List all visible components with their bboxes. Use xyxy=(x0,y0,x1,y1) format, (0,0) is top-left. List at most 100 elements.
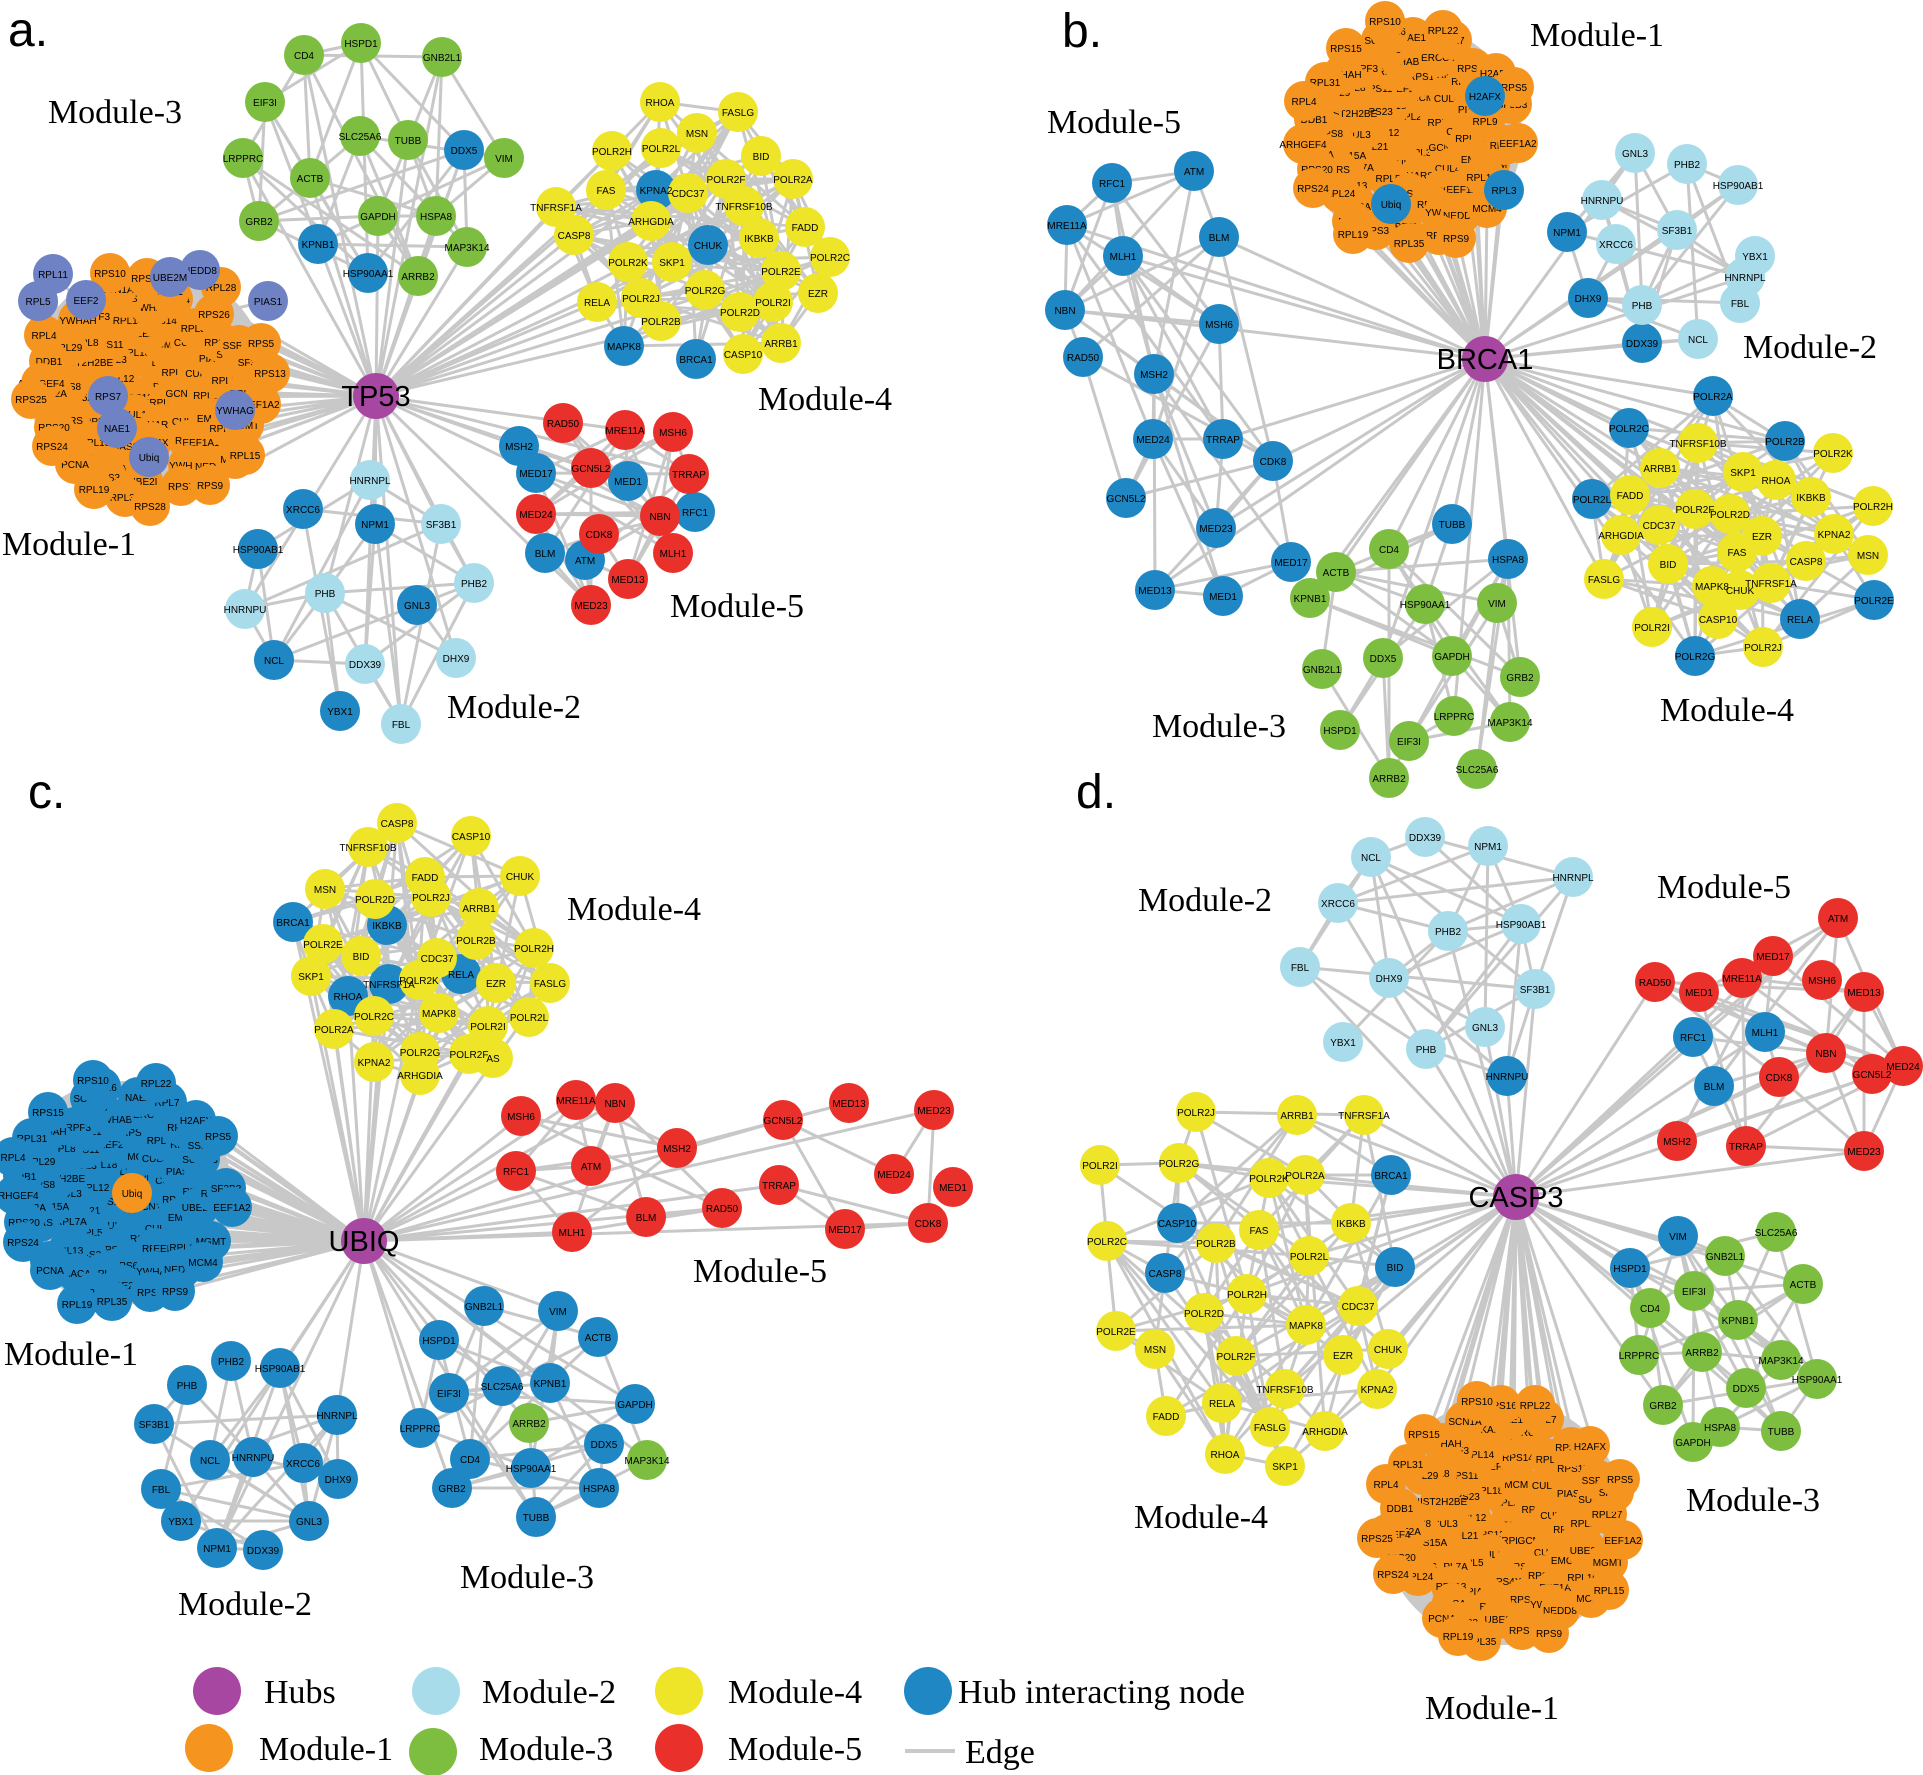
svg-text:GCN5L2: GCN5L2 xyxy=(764,1116,803,1127)
svg-text:MCM4: MCM4 xyxy=(188,1258,218,1269)
svg-text:MSH6: MSH6 xyxy=(507,1112,535,1123)
svg-text:CD4: CD4 xyxy=(294,51,314,62)
svg-text:RPL18: RPL18 xyxy=(120,348,151,359)
svg-text:HSP90AA1: HSP90AA1 xyxy=(506,1464,557,1475)
svg-text:RFC1: RFC1 xyxy=(1099,179,1126,190)
svg-text:RPL31: RPL31 xyxy=(1310,78,1341,89)
svg-text:ERCC4: ERCC4 xyxy=(133,1110,167,1121)
svg-text:Module-1: Module-1 xyxy=(1425,1690,1559,1727)
svg-text:POLR2E: POLR2E xyxy=(761,267,801,278)
svg-text:TARS: TARS xyxy=(1324,165,1350,176)
svg-text:Module-3: Module-3 xyxy=(1152,708,1286,745)
svg-text:Ubiq: Ubiq xyxy=(139,453,160,464)
svg-text:HNRNPL: HNRNPL xyxy=(349,476,391,487)
svg-text:CUL1: CUL1 xyxy=(1477,1550,1503,1561)
svg-text:KPNA2: KPNA2 xyxy=(358,1058,391,1069)
svg-text:MED1: MED1 xyxy=(1685,988,1713,999)
svg-text:EEF1A2: EEF1A2 xyxy=(242,400,280,411)
svg-text:NPM1: NPM1 xyxy=(361,520,389,531)
svg-text:GCN5L2: GCN5L2 xyxy=(1853,1070,1892,1081)
svg-text:Hub interacting node: Hub interacting node xyxy=(958,1674,1245,1711)
svg-text:RPS24: RPS24 xyxy=(1297,184,1329,195)
svg-text:MRE11A: MRE11A xyxy=(1722,974,1762,985)
svg-text:TP53: TP53 xyxy=(341,381,410,413)
svg-text:KPNA2: KPNA2 xyxy=(1818,530,1851,541)
svg-text:TNFRSF1A: TNFRSF1A xyxy=(1338,1111,1390,1122)
svg-text:YBX1: YBX1 xyxy=(327,707,353,718)
svg-text:HSP90AA1: HSP90AA1 xyxy=(1400,600,1451,611)
svg-text:EMG1: EMG1 xyxy=(1551,1556,1580,1567)
svg-text:SKP1: SKP1 xyxy=(1272,1462,1298,1473)
svg-text:HNRNPL: HNRNPL xyxy=(1724,273,1766,284)
svg-text:RPL4: RPL4 xyxy=(31,331,56,342)
svg-text:CHUK: CHUK xyxy=(506,872,535,883)
svg-text:MED17: MED17 xyxy=(828,1225,862,1236)
svg-text:RPS24: RPS24 xyxy=(7,1238,39,1249)
svg-text:RPL35: RPL35 xyxy=(1394,239,1425,250)
svg-text:HNRNPL: HNRNPL xyxy=(316,1411,358,1422)
svg-text:MSN: MSN xyxy=(1144,1345,1166,1356)
svg-text:YBX1: YBX1 xyxy=(1742,252,1768,263)
svg-text:RPS7: RPS7 xyxy=(1509,1626,1536,1637)
svg-text:TNFRSF10B: TNFRSF10B xyxy=(1669,439,1727,450)
svg-text:EZR: EZR xyxy=(1333,1351,1353,1362)
svg-text:MED1: MED1 xyxy=(614,477,642,488)
svg-text:HNRNPU: HNRNPU xyxy=(1486,1072,1529,1083)
svg-text:FAS: FAS xyxy=(1728,548,1747,559)
svg-text:GNL3: GNL3 xyxy=(1622,149,1649,160)
svg-text:BRCA1: BRCA1 xyxy=(1374,1171,1408,1182)
svg-text:FASLG: FASLG xyxy=(1588,575,1620,586)
svg-text:Module-4: Module-4 xyxy=(1134,1499,1268,1536)
svg-text:CDC37: CDC37 xyxy=(1342,1302,1375,1313)
svg-text:Module-1: Module-1 xyxy=(2,526,136,563)
svg-text:MAP3K14: MAP3K14 xyxy=(444,243,489,254)
svg-text:DDB1: DDB1 xyxy=(1301,115,1328,126)
svg-text:TUBB: TUBB xyxy=(1768,1427,1795,1438)
svg-text:RPS4X: RPS4X xyxy=(1393,189,1426,200)
svg-text:HNRNPU: HNRNPU xyxy=(224,605,267,616)
svg-text:HSP90AB1: HSP90AB1 xyxy=(1713,181,1764,192)
svg-text:TUBB: TUBB xyxy=(523,1513,550,1524)
svg-text:RPS16: RPS16 xyxy=(1485,1401,1517,1412)
svg-text:MGMT: MGMT xyxy=(196,1237,227,1248)
svg-text:POLR2K: POLR2K xyxy=(399,976,439,987)
svg-text:RPS24: RPS24 xyxy=(1377,1570,1409,1581)
svg-text:CUL4B: CUL4B xyxy=(1434,94,1467,105)
svg-text:Ubiq: Ubiq xyxy=(122,1189,143,1200)
svg-text:RELA: RELA xyxy=(448,970,474,981)
svg-text:EEF1A2: EEF1A2 xyxy=(1604,1536,1642,1547)
svg-text:FAS: FAS xyxy=(1250,1226,1269,1237)
svg-text:CDC37: CDC37 xyxy=(672,189,705,200)
svg-text:BLM: BLM xyxy=(535,549,556,560)
svg-text:YWHAB: YWHAB xyxy=(133,303,170,314)
svg-text:RPS11: RPS11 xyxy=(1362,84,1393,95)
svg-text:MAP3K14: MAP3K14 xyxy=(624,1456,669,1467)
svg-text:RPS4X: RPS4X xyxy=(1489,1577,1522,1588)
svg-text:POLR2E: POLR2E xyxy=(1096,1327,1136,1338)
svg-text:RPS8: RPS8 xyxy=(1317,129,1344,140)
svg-text:CASP8: CASP8 xyxy=(558,231,591,242)
svg-text:NEDD8: NEDD8 xyxy=(183,266,217,277)
svg-text:PIAS1: PIAS1 xyxy=(1557,1489,1586,1500)
svg-text:MAP3K14: MAP3K14 xyxy=(1758,1356,1803,1367)
svg-text:NEDD8: NEDD8 xyxy=(164,1265,198,1276)
svg-text:CASP8: CASP8 xyxy=(1790,557,1823,568)
svg-text:MSH6: MSH6 xyxy=(1205,320,1233,331)
svg-text:POLR2B: POLR2B xyxy=(641,317,681,328)
svg-text:RPL15: RPL15 xyxy=(1594,1586,1625,1597)
svg-text:CUL5: CUL5 xyxy=(185,369,211,380)
svg-text:RPS8: RPS8 xyxy=(29,1180,56,1191)
svg-text:RPL4: RPL4 xyxy=(0,1153,25,1164)
svg-text:CASP10: CASP10 xyxy=(452,832,491,843)
svg-text:CUL3: CUL3 xyxy=(1432,1519,1458,1530)
svg-text:SLC25A6: SLC25A6 xyxy=(1456,765,1499,776)
svg-text:RPL14: RPL14 xyxy=(1464,1450,1495,1461)
svg-text:RPL30: RPL30 xyxy=(1536,1455,1567,1466)
svg-text:HSPD1: HSPD1 xyxy=(344,39,378,50)
svg-text:Module-2: Module-2 xyxy=(482,1674,616,1711)
svg-text:GAPDH: GAPDH xyxy=(1675,1438,1711,1449)
svg-text:MED24: MED24 xyxy=(1886,1062,1920,1073)
svg-text:CUL4B: CUL4B xyxy=(1532,1481,1565,1492)
svg-text:Module-1: Module-1 xyxy=(259,1731,393,1768)
svg-text:MED13: MED13 xyxy=(611,575,645,586)
